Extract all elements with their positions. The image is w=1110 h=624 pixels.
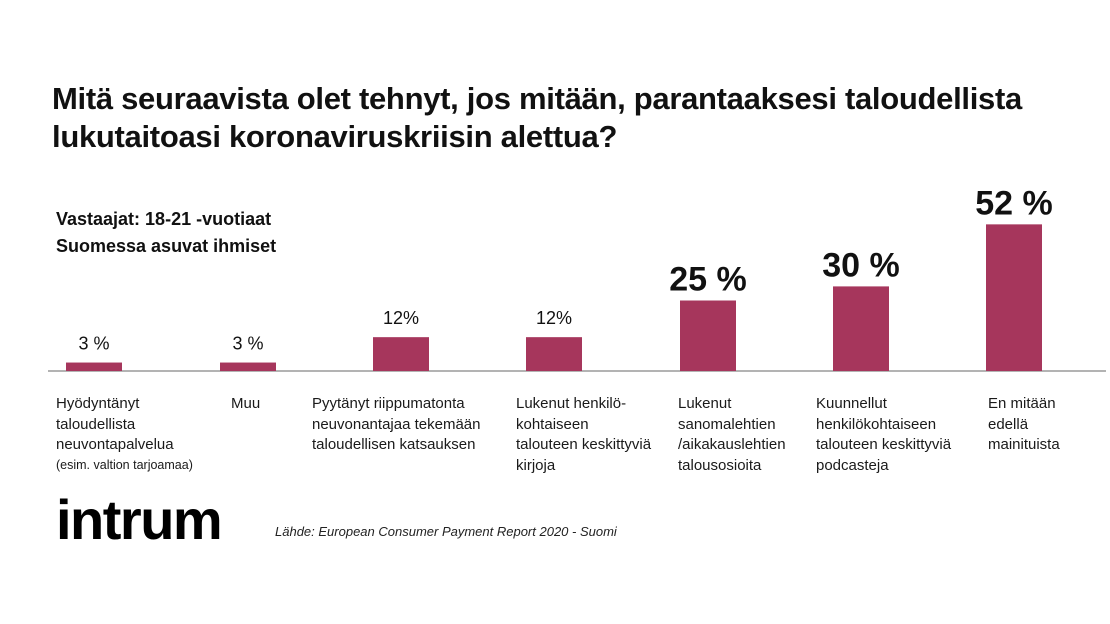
- category-label-books: Lukenut henkilö- kohtaiseen talouteen ke…: [516, 394, 651, 476]
- category-label-line: podcasteja: [816, 456, 889, 474]
- category-label-line: Kuunnellut: [816, 395, 887, 412]
- bar-value-label: 25 %: [669, 261, 747, 299]
- bar: [986, 224, 1042, 371]
- category-label-line: edellä: [988, 415, 1029, 433]
- bar-value-label: 3 %: [78, 334, 109, 354]
- category-label-line: Pyytänyt riippumatonta: [312, 395, 465, 412]
- category-label-line: Lukenut henkilö-: [516, 395, 627, 412]
- source-note: Lähde: European Consumer Payment Report …: [275, 524, 617, 539]
- bar: [220, 362, 276, 371]
- respondents-note: Vastaajat: 18-21 -vuotiaat Suomessa asuv…: [56, 206, 276, 260]
- respondents-line-2: Suomessa asuvat ihmiset: [56, 236, 277, 256]
- bar-value-label: 52 %: [975, 184, 1053, 222]
- category-label-financial-advice: Hyödyntänyt taloudellista neuvontapalvel…: [56, 394, 193, 474]
- bar-value-label: 12%: [383, 308, 419, 328]
- category-label-line: taloudellisen katsauksen: [312, 436, 476, 453]
- category-label-line: Hyödyntänyt: [56, 395, 140, 412]
- category-label-line: talouteen keskittyviä: [816, 436, 952, 453]
- category-label-line: neuvontapalvelua: [56, 436, 174, 453]
- category-label-line: mainituista: [988, 436, 1060, 453]
- bar: [680, 300, 736, 371]
- bar: [526, 337, 582, 371]
- category-label-podcasts: Kuunnellut henkilökohtaiseen talouteen k…: [816, 394, 951, 476]
- category-label-note: (esim. valtion tarjoamaa): [56, 457, 193, 472]
- category-label-newspapers: Lukenut sanomalehtien /aikakauslehtien t…: [678, 394, 786, 476]
- bar: [66, 362, 122, 371]
- bar: [833, 286, 889, 371]
- category-label-line: henkilökohtaiseen: [816, 415, 937, 433]
- category-label-line: neuvonantajaa tekemään: [312, 415, 481, 433]
- category-label-line: Muu: [231, 395, 261, 412]
- category-label-line: En mitään: [988, 395, 1056, 412]
- respondents-line-1: Vastaajat: 18-21 -vuotiaat: [56, 209, 272, 229]
- bar-value-label: 30 %: [822, 246, 900, 284]
- category-label-line: sanomalehtien: [678, 415, 776, 433]
- category-label-line: kohtaiseen: [516, 415, 589, 433]
- chart-title: Mitä seuraavista olet tehnyt, jos mitään…: [52, 81, 1022, 154]
- bar-value-label: 12%: [536, 308, 572, 328]
- category-label-other: Muu: [231, 394, 260, 415]
- category-label-line: Lukenut: [678, 395, 732, 412]
- bar: [373, 337, 429, 371]
- category-label-line: talouteen keskittyviä: [516, 436, 652, 453]
- bar-value-label: 3 %: [232, 334, 263, 354]
- intrum-logo: intrum: [56, 488, 223, 551]
- category-label-line: talousosioita: [678, 456, 762, 474]
- category-label-line: kirjoja: [516, 456, 556, 474]
- category-label-none: En mitään edellä mainituista: [988, 394, 1060, 456]
- category-label-line: /aikakauslehtien: [678, 436, 786, 453]
- category-label-line: taloudellista: [56, 415, 136, 433]
- category-label-independent-advisor: Pyytänyt riippumatonta neuvonantajaa tek…: [312, 394, 480, 456]
